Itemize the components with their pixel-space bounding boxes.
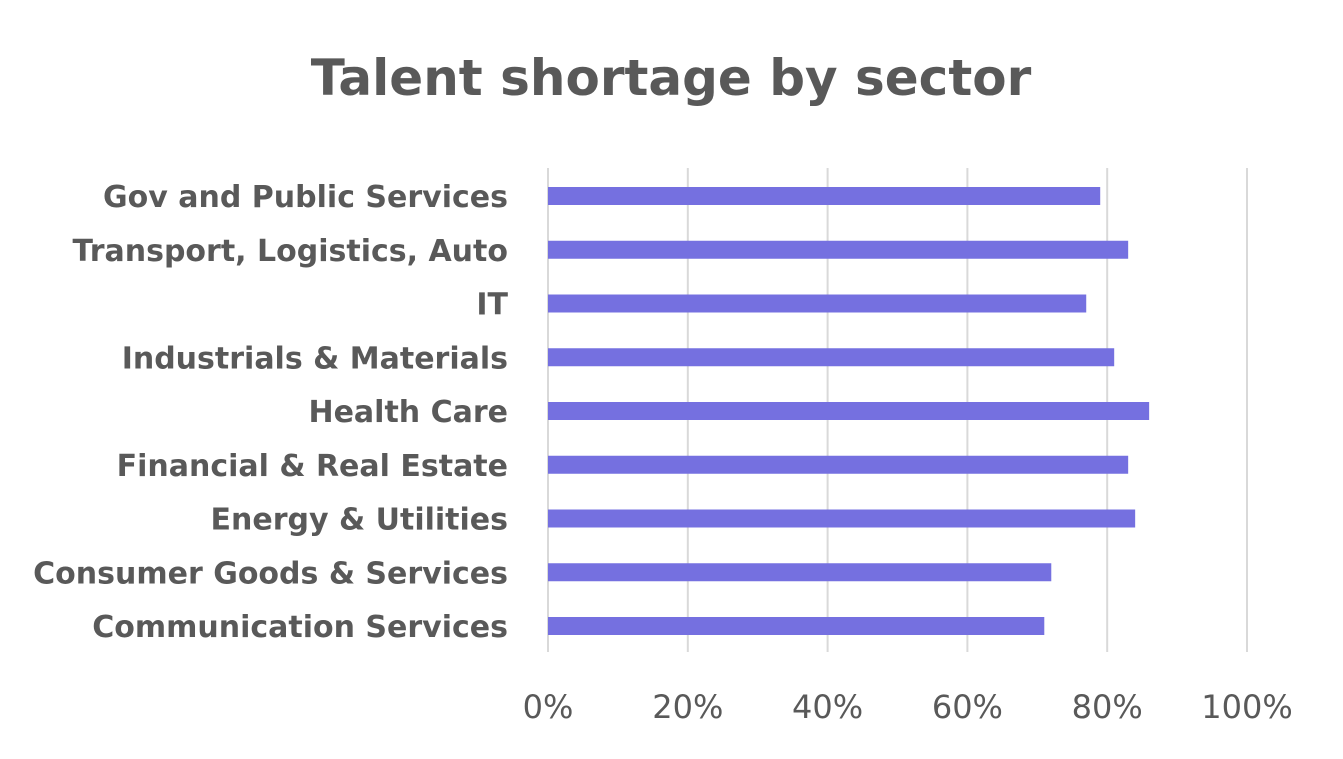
bar (548, 455, 1129, 474)
bar (548, 187, 1101, 205)
x-axis-tick-labels: 0% 20% 40% 60% 80% 100% (523, 688, 1293, 726)
bar (548, 617, 1045, 635)
bar (548, 348, 1115, 367)
category-label: Communication Services (92, 610, 508, 645)
bar (548, 402, 1150, 420)
bar (548, 509, 1136, 528)
category-label: Financial & Real Estate (117, 449, 508, 484)
x-tick-label: 40% (792, 688, 863, 726)
x-tick-label: 60% (932, 688, 1003, 726)
x-tick-label: 80% (1072, 688, 1143, 726)
category-label: Health Care (308, 395, 508, 430)
category-label: Industrials & Materials (122, 341, 508, 376)
category-label: Consumer Goods & Services (33, 556, 508, 591)
x-tick-label: 100% (1201, 688, 1292, 726)
bars (548, 187, 1150, 635)
chart-title: Talent shortage by sector (311, 49, 1032, 107)
bar (548, 240, 1129, 259)
bar (548, 294, 1087, 313)
category-label: Transport, Logistics, Auto (73, 234, 508, 269)
x-tick-label: 0% (523, 688, 574, 726)
category-label: Gov and Public Services (103, 180, 508, 215)
x-tick-label: 20% (652, 688, 723, 726)
category-label: IT (476, 288, 508, 323)
bar (548, 563, 1052, 582)
category-label: Energy & Utilities (211, 503, 508, 538)
category-labels: Gov and Public Services Transport, Logist… (33, 180, 508, 645)
